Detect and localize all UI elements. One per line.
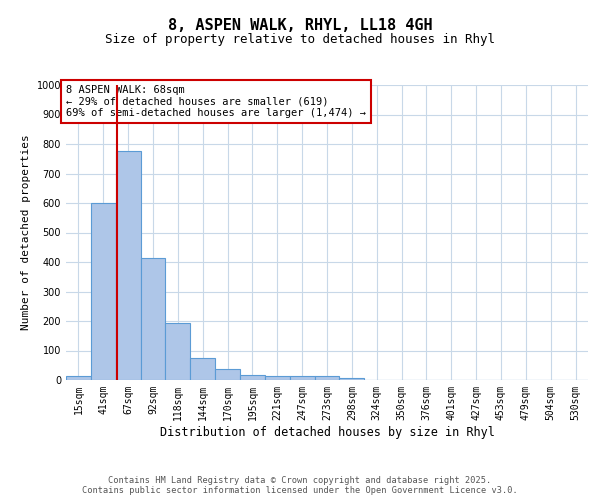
Bar — [290, 376, 314, 380]
Text: 8, ASPEN WALK, RHYL, LL18 4GH: 8, ASPEN WALK, RHYL, LL18 4GH — [167, 18, 433, 32]
Bar — [140, 258, 166, 380]
Text: Size of property relative to detached houses in Rhyl: Size of property relative to detached ho… — [105, 32, 495, 46]
Bar — [190, 358, 215, 380]
Bar — [66, 376, 91, 380]
Bar — [116, 152, 140, 380]
Bar — [340, 378, 364, 380]
Bar — [265, 376, 290, 380]
Y-axis label: Number of detached properties: Number of detached properties — [21, 134, 31, 330]
Text: Contains HM Land Registry data © Crown copyright and database right 2025.
Contai: Contains HM Land Registry data © Crown c… — [82, 476, 518, 495]
Bar — [215, 369, 240, 380]
Bar — [240, 374, 265, 380]
Bar — [91, 203, 116, 380]
X-axis label: Distribution of detached houses by size in Rhyl: Distribution of detached houses by size … — [160, 426, 494, 438]
Bar — [314, 376, 340, 380]
Bar — [166, 324, 190, 380]
Text: 8 ASPEN WALK: 68sqm
← 29% of detached houses are smaller (619)
69% of semi-detac: 8 ASPEN WALK: 68sqm ← 29% of detached ho… — [66, 85, 366, 118]
